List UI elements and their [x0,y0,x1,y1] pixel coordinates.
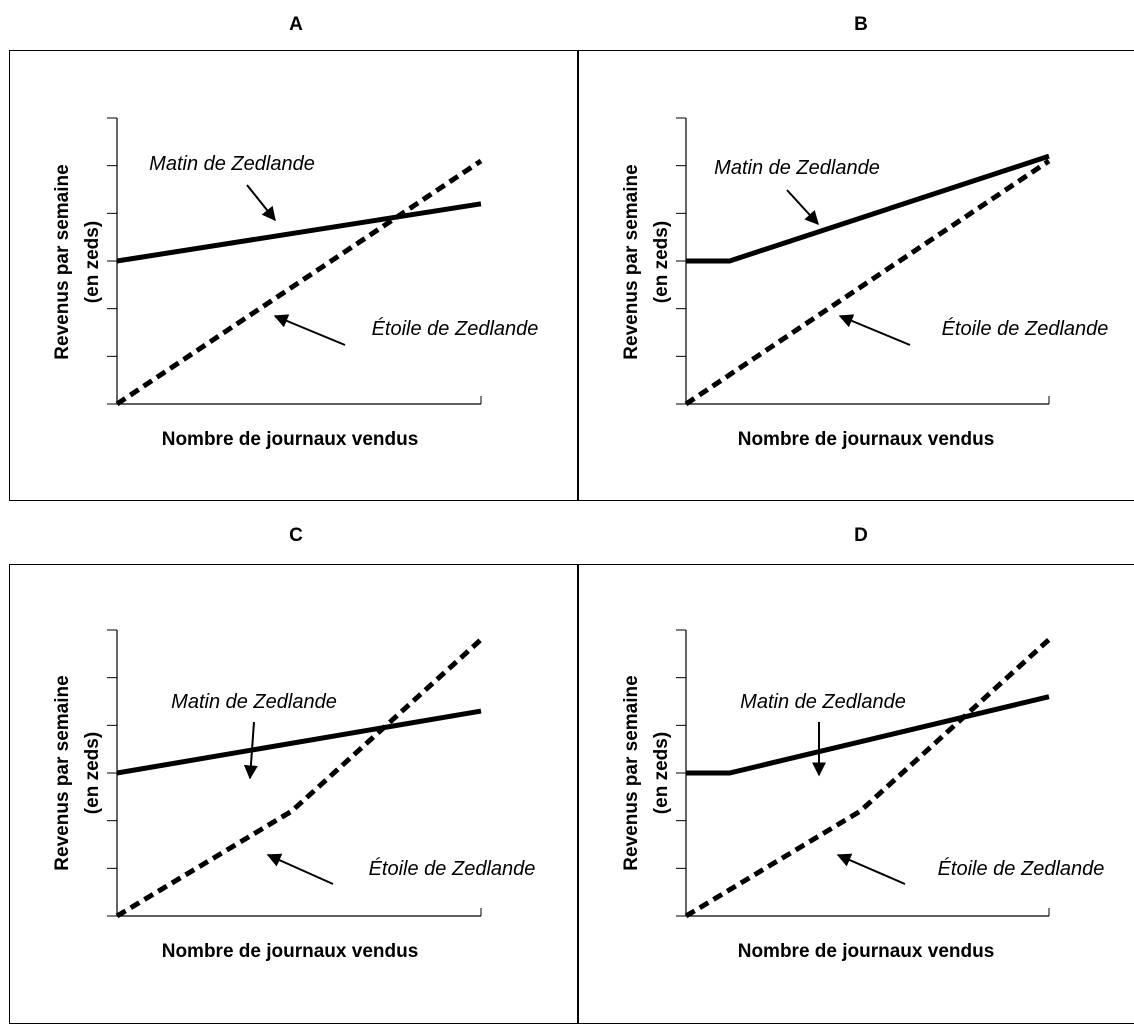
x-axis-label: Nombre de journaux vendus [162,429,419,450]
panel-label-a: A [289,14,303,35]
y-axis-label: Revenus par semaine [621,164,642,359]
series-label-matin: Matin de Zedlande [740,691,906,713]
arrow-d-etoile [836,853,906,885]
y-axis-label: Revenus par semaine [52,675,73,870]
top-divider [577,50,579,501]
series-line-matin [116,201,482,264]
arrow-c-matin [243,721,258,780]
x-axis-label: Nombre de journaux vendus [738,429,995,450]
series-label-etoile: Étoile de Zedlande [942,317,1109,340]
series-line-matin [686,153,1050,264]
y-axis-label: (en zeds) [82,221,103,303]
series-line-etoile [115,158,483,407]
series-line-etoile [684,158,1051,407]
y-axis-label: (en zeds) [651,732,672,814]
x-axis-label: Nombre de journaux vendus [162,941,419,962]
y-axis-label: (en zeds) [651,221,672,303]
arrow-c-etoile [266,853,334,885]
series-label-etoile: Étoile de Zedlande [938,857,1105,880]
series-label-matin: Matin de Zedlande [149,153,315,175]
top-frame [9,50,1134,501]
series-label-matin: Matin de Zedlande [714,157,880,179]
series-line-matin [116,708,482,776]
arrow-b-matin [786,189,819,226]
panel-label-c: C [289,525,303,546]
y-axis-label: (en zeds) [82,732,103,814]
panel-label-b: B [854,14,868,35]
series-line-etoile [684,637,1051,919]
chart-panel-a: Matin de Zedlande Étoile de Zedlande Nombr… [52,117,539,450]
chart-panel-d: Matin de Zedlande Étoile de Zedlande Nombr… [621,629,1105,962]
chart-panel-c: Matin de Zedlande Étoile de Zedlande Nombr… [52,629,536,962]
series-label-etoile: Étoile de Zedlande [369,857,536,880]
bottom-divider [577,564,579,1024]
x-axis-label: Nombre de journaux vendus [738,941,995,962]
series-label-etoile: Étoile de Zedlande [372,317,539,340]
arrow-a-matin [246,184,276,222]
panel-label-d: D [854,525,868,546]
series-line-matin [686,694,1050,776]
chart-panel-b: Matin de Zedlande Étoile de Zedlande Nombr… [621,117,1109,450]
arrow-b-etoile [838,314,911,346]
arrow-a-etoile [273,314,346,346]
series-line-etoile [115,637,483,919]
series-label-matin: Matin de Zedlande [171,691,337,713]
y-axis-label: Revenus par semaine [621,675,642,870]
y-axis-label: Revenus par semaine [52,164,73,359]
